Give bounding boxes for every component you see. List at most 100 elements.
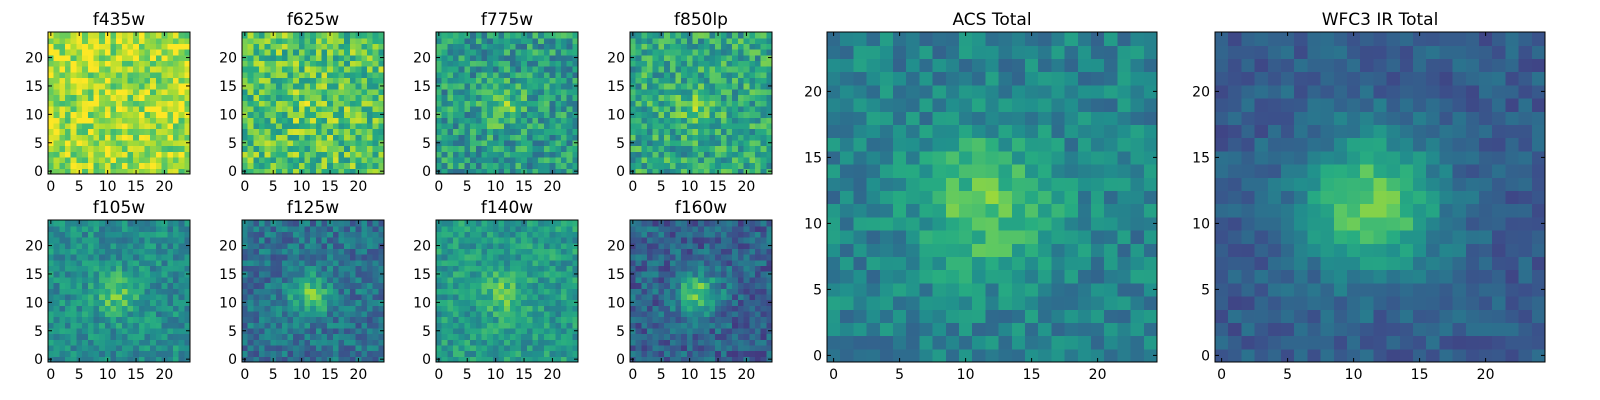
heatmap-cell: [630, 60, 637, 67]
heatmap-cell: [338, 94, 345, 101]
heatmap-cell: [332, 231, 340, 238]
heatmap-cell: [138, 265, 146, 272]
x-tick-label: 0: [46, 179, 55, 195]
heatmap-cell: [167, 54, 174, 61]
heatmap-cell: [150, 242, 157, 249]
heatmap-cell: [641, 333, 648, 340]
heatmap-cell: [104, 259, 112, 267]
heatmap-cell: [321, 356, 328, 363]
heatmap-cell: [253, 248, 260, 255]
heatmap-cell: [698, 350, 705, 357]
heatmap-cell: [144, 299, 151, 306]
heatmap-cell: [737, 316, 745, 323]
heatmap-cell: [647, 134, 654, 141]
heatmap-cell: [372, 77, 379, 84]
heatmap-cell: [121, 316, 129, 323]
heatmap-cell: [647, 271, 654, 278]
heatmap-cell: [743, 111, 750, 118]
heatmap-cell: [253, 293, 260, 301]
heatmap-cell: [293, 339, 300, 346]
y-tick-label: 5: [422, 136, 431, 152]
heatmap-cell: [366, 322, 374, 329]
heatmap-cell: [560, 134, 568, 141]
heatmap-cell: [641, 60, 648, 67]
heatmap-cell: [93, 293, 100, 301]
heatmap-cell: [161, 111, 168, 118]
heatmap-cell: [492, 139, 500, 147]
y-tick-label: 15: [413, 267, 431, 283]
heatmap-cell: [447, 310, 454, 318]
heatmap-cell: [82, 310, 89, 318]
heatmap-cell: [99, 316, 106, 323]
heatmap-cell: [504, 66, 511, 73]
heatmap-cell: [321, 122, 328, 130]
heatmap-cell: [726, 344, 733, 352]
heatmap-cell: [59, 37, 66, 44]
heatmap-cell: [344, 71, 351, 79]
heatmap-cell: [53, 231, 60, 238]
heatmap-cell: [76, 156, 83, 164]
heatmap-cell: [504, 259, 511, 267]
heatmap-cell: [247, 32, 254, 39]
heatmap-cell: [470, 105, 477, 113]
heatmap-cell: [487, 54, 494, 61]
heatmap-cell: [366, 276, 374, 284]
heatmap-cell: [549, 254, 556, 261]
heatmap-cell: [259, 237, 266, 244]
heatmap-cell: [264, 293, 271, 301]
heatmap-cell: [447, 139, 454, 147]
heatmap-cell: [167, 282, 174, 289]
heatmap-cell: [453, 282, 460, 289]
heatmap-cell: [287, 333, 294, 340]
heatmap-cell: [453, 162, 460, 169]
heatmap-cell: [658, 60, 665, 67]
heatmap-cell: [566, 105, 573, 113]
heatmap-cell: [698, 100, 705, 107]
heatmap-cell: [470, 60, 477, 67]
heatmap-cell: [65, 242, 72, 249]
heatmap-cell: [133, 77, 140, 84]
heatmap-cell: [281, 60, 289, 67]
heatmap-cell: [458, 310, 465, 318]
heatmap-cell: [172, 265, 180, 272]
heatmap-cell: [572, 151, 579, 158]
heatmap-cell: [155, 282, 163, 289]
heatmap-cell: [504, 220, 511, 227]
heatmap-cell: [366, 288, 374, 295]
heatmap-cell: [715, 305, 722, 312]
heatmap-cell: [754, 162, 762, 169]
heatmap-cell: [298, 134, 306, 141]
heatmap-cell: [48, 43, 55, 50]
heatmap-cell: [281, 299, 289, 306]
heatmap-cell: [65, 88, 72, 96]
heatmap-cell: [150, 117, 157, 124]
heatmap-cell: [630, 162, 637, 169]
heatmap-cell: [48, 100, 55, 107]
heatmap-cell: [566, 293, 573, 301]
heatmap-cell: [760, 100, 767, 107]
heatmap-cell: [338, 122, 345, 130]
heatmap-cell: [532, 43, 539, 50]
heatmap-cell: [155, 94, 163, 101]
heatmap-cell: [470, 282, 477, 289]
heatmap-cell: [560, 350, 568, 357]
heatmap-cell: [509, 162, 517, 169]
heatmap-cell: [276, 299, 283, 306]
heatmap-cell: [87, 156, 95, 164]
heatmap-cell: [355, 43, 362, 50]
heatmap-cell: [264, 254, 271, 261]
heatmap-cell: [692, 83, 699, 90]
heatmap-cell: [703, 333, 711, 340]
heatmap-cell: [172, 83, 180, 90]
heatmap-cell: [293, 139, 300, 147]
heatmap-cell: [59, 316, 66, 323]
heatmap-cell: [743, 43, 750, 50]
heatmap-cell: [253, 162, 260, 169]
heatmap-cell: [372, 88, 379, 96]
heatmap-cell: [743, 156, 750, 164]
x-tick-label: 15: [127, 367, 145, 383]
heatmap-cell: [749, 60, 756, 67]
heatmap-cell: [447, 71, 454, 79]
heatmap-cell: [276, 49, 283, 56]
